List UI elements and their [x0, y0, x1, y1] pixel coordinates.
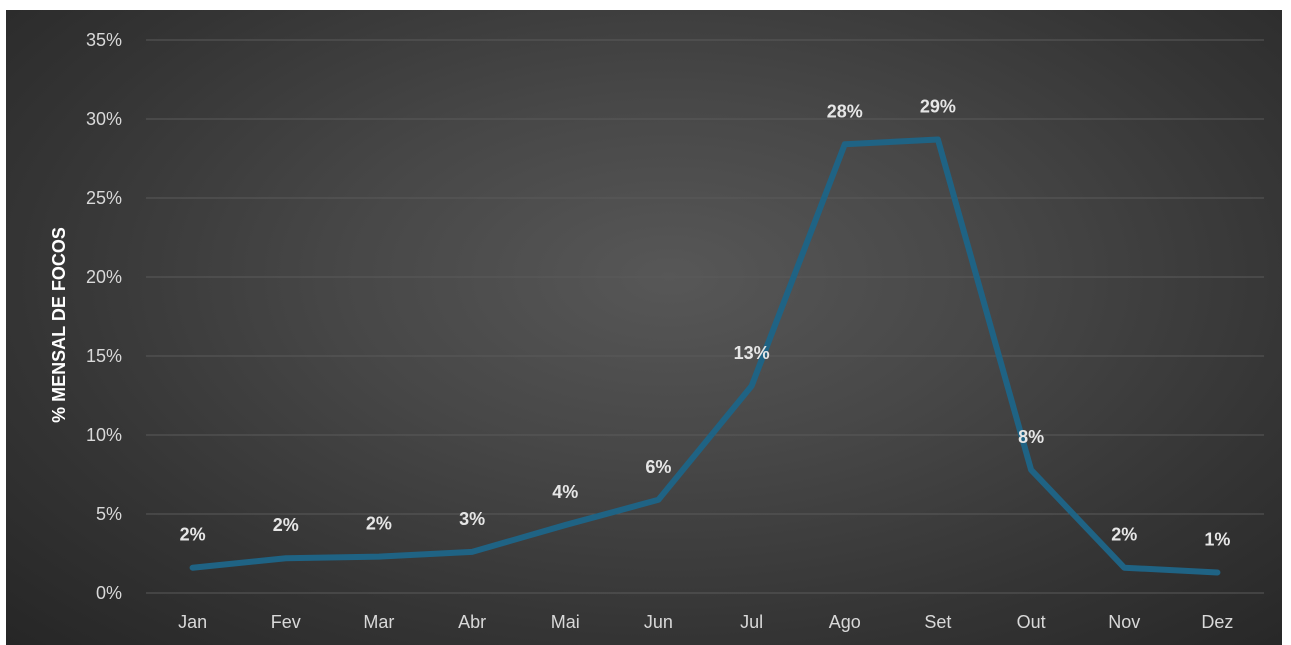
gridlines: [146, 39, 1264, 594]
data-label: 2%: [366, 514, 392, 534]
x-tick-label: Jan: [178, 612, 207, 632]
data-label: 2%: [273, 515, 299, 535]
x-tick-label: Ago: [829, 612, 861, 632]
x-tick-label: Mai: [551, 612, 580, 632]
data-label: 2%: [180, 525, 206, 545]
line-chart: 0% 5% 10% 15% 20% 25% 30% 35% Jan Fev Mar Abr Mai Ju…: [49, 30, 1264, 632]
y-tick-label: 0%: [96, 583, 122, 603]
data-label: 1%: [1204, 529, 1230, 549]
data-label: 13%: [734, 343, 770, 363]
x-tick-label: Dez: [1201, 612, 1233, 632]
data-label: 8%: [1018, 427, 1044, 447]
y-tick-label: 35%: [86, 30, 122, 50]
data-label: 4%: [552, 482, 578, 502]
data-label: 3%: [459, 509, 485, 529]
x-tick-label: Nov: [1108, 612, 1140, 632]
data-label: 28%: [827, 101, 863, 121]
y-axis-ticks: 0% 5% 10% 15% 20% 25% 30% 35%: [86, 30, 122, 603]
chart-area: 0% 5% 10% 15% 20% 25% 30% 35% Jan Fev Mar Abr Mai Ju…: [6, 10, 1282, 645]
series-line-group: [189, 136, 1221, 576]
x-tick-label: Mar: [363, 612, 394, 632]
y-tick-label: 20%: [86, 267, 122, 287]
y-tick-label: 30%: [86, 109, 122, 129]
x-tick-label: Abr: [458, 612, 486, 632]
data-labels: 2% 2% 2% 3% 4% 6% 13% 28% 29% 8% 2% 1%: [180, 97, 1231, 550]
series-line: [189, 136, 1221, 576]
x-tick-label: Set: [924, 612, 951, 632]
y-tick-label: 10%: [86, 425, 122, 445]
y-tick-label: 25%: [86, 188, 122, 208]
y-tick-label: 5%: [96, 504, 122, 524]
x-axis-ticks: Jan Fev Mar Abr Mai Jun Jul Ago Set Out Nov Dez: [178, 612, 1233, 632]
data-label: 29%: [920, 97, 956, 117]
x-tick-label: Fev: [271, 612, 301, 632]
x-tick-label: Jul: [740, 612, 763, 632]
data-label: 6%: [645, 457, 671, 477]
x-tick-label: Out: [1017, 612, 1046, 632]
y-axis-label: % MENSAL DE FOCOS: [49, 227, 69, 423]
x-tick-label: Jun: [644, 612, 673, 632]
data-label: 2%: [1111, 525, 1137, 545]
y-tick-label: 15%: [86, 346, 122, 366]
